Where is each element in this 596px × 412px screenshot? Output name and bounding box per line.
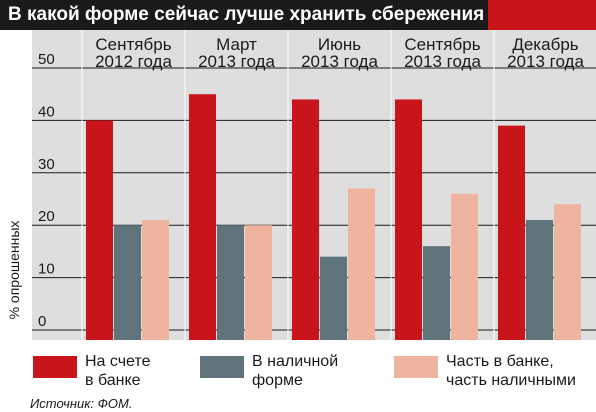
legend-label-bank: На счете в банке	[85, 353, 151, 389]
y-axis-label: % опрошенных	[6, 221, 22, 320]
chart-title: В какой форме сейчас лучше хранить сбере…	[8, 4, 485, 25]
bar-bank	[395, 99, 422, 340]
bar-chart: 0 10 20 30 40 50 Сентябрь 2012 года Март 2013 год…	[6, 30, 596, 341]
category-label: Декабрь 2013 года	[507, 35, 584, 71]
legend-label-cash: В наличной форме	[252, 353, 339, 389]
y-tick-label: 50	[38, 51, 55, 68]
legend-swatch-cash	[200, 356, 244, 378]
category-label: Март 2013 года	[198, 35, 275, 71]
y-tick-label: 30	[38, 156, 55, 173]
category-label: Сентябрь 2012 года	[95, 35, 172, 71]
bar-cash	[320, 256, 347, 340]
y-tick-label: 20	[38, 208, 55, 225]
legend-swatch-mixed	[394, 356, 438, 378]
category-label: Июнь 2013 года	[301, 35, 378, 71]
bar-mixed	[142, 219, 169, 340]
bar-cash	[217, 225, 244, 340]
bar-bank	[86, 120, 113, 341]
source-note: Источник: ФОМ.	[30, 396, 133, 411]
legend-label-mixed: Часть в банке, часть наличными	[446, 353, 576, 389]
bar-mixed	[348, 188, 375, 340]
bar-mixed	[451, 193, 478, 340]
legend-swatch-bank	[33, 356, 77, 378]
bar-bank	[498, 125, 525, 340]
title-accent-block	[488, 0, 596, 30]
title-background	[0, 0, 488, 30]
bar-cash	[423, 246, 450, 340]
y-tick-label: 0	[38, 313, 46, 330]
bar-bank	[189, 94, 216, 340]
bar-bank	[292, 99, 319, 340]
category-label: Сентябрь 2013 года	[404, 35, 481, 71]
bar-cash	[114, 225, 141, 340]
y-tick-label: 40	[38, 103, 55, 120]
title-bar: В какой форме сейчас лучше хранить сбере…	[0, 0, 596, 30]
y-tick-label: 10	[38, 261, 55, 278]
bar-cash	[526, 219, 553, 340]
legend: На счете в банке В наличной форме Часть …	[0, 344, 596, 394]
bar-mixed	[554, 204, 581, 340]
bar-mixed	[245, 225, 272, 340]
